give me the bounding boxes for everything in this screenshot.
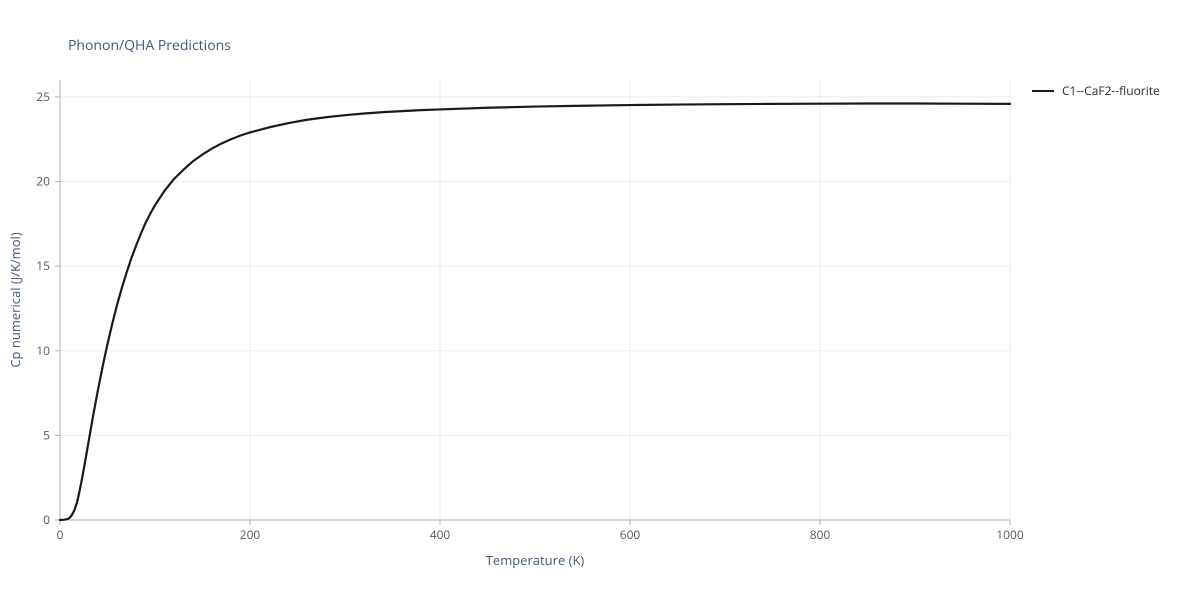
- y-tick-label: 10: [36, 342, 50, 359]
- x-tick-label: 600: [620, 526, 641, 543]
- chart-container: { "chart": { "type": "line", "title": "P…: [0, 0, 1200, 600]
- x-axis-title: Temperature (K): [486, 551, 585, 569]
- legend-swatch: [1032, 90, 1054, 92]
- x-tick-label: 0: [57, 526, 64, 543]
- x-tick-label: 800: [810, 526, 831, 543]
- y-tick-label: 5: [43, 426, 50, 443]
- y-axis-title: Cp numerical (J/K/mol): [6, 232, 24, 367]
- y-tick-label: 0: [43, 511, 50, 528]
- y-tick-label: 20: [36, 173, 50, 190]
- legend: C1--CaF2--fluorite: [1032, 82, 1160, 99]
- series-line-0: [60, 104, 1010, 520]
- y-tick-label: 15: [36, 257, 50, 274]
- x-tick-label: 200: [240, 526, 261, 543]
- legend-label: C1--CaF2--fluorite: [1062, 82, 1160, 99]
- x-tick-label: 1000: [996, 526, 1024, 543]
- y-tick-label: 25: [36, 88, 50, 105]
- x-tick-label: 400: [430, 526, 451, 543]
- chart-svg: 0 200 400 600 800 1000 0 5 10 15 20 25 Temperature (…: [0, 0, 1200, 600]
- chart-title: Phonon/QHA Predictions: [68, 36, 231, 55]
